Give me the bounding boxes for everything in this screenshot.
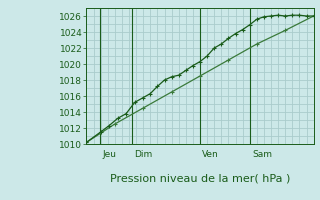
Text: Pression niveau de la mer( hPa ): Pression niveau de la mer( hPa ) [110, 174, 290, 184]
Text: Jeu: Jeu [102, 150, 116, 159]
Text: Sam: Sam [252, 150, 272, 159]
Text: Ven: Ven [202, 150, 219, 159]
Text: Dim: Dim [134, 150, 152, 159]
